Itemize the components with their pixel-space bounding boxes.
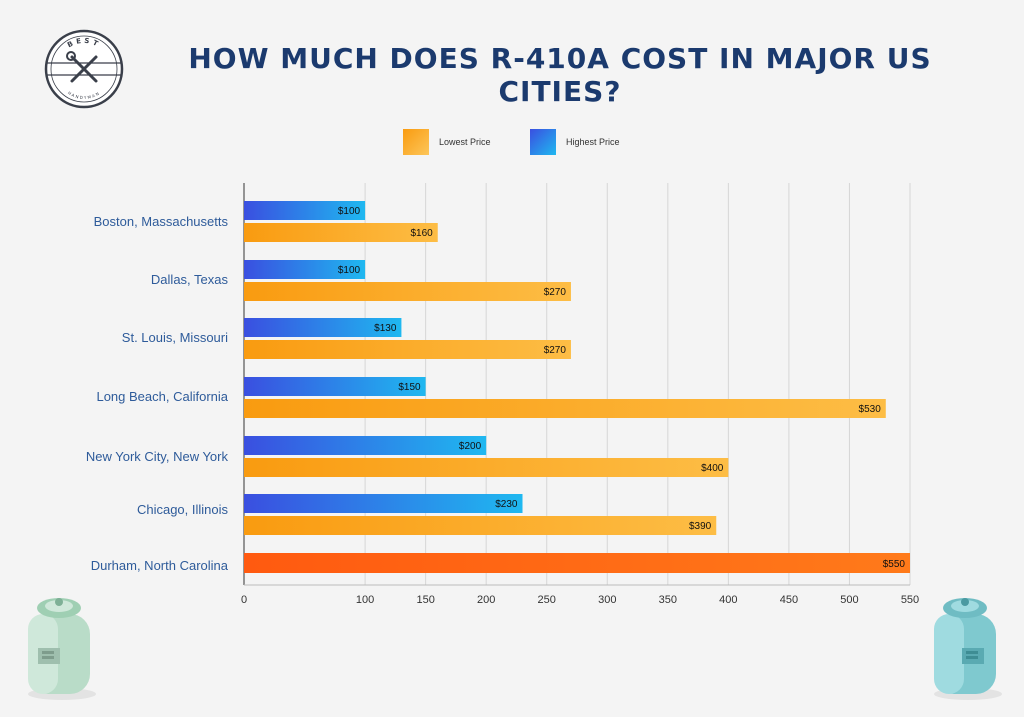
bar-highest [244,436,487,455]
x-tick-label: 150 [416,594,434,606]
data-label-lowest: $400 [701,463,724,474]
x-tick-label: 500 [840,594,858,606]
legend-item-highest: Highest Price [530,128,620,156]
refrigerant-tank-icon [934,598,1002,700]
page-title: HOW MUCH DOES R-410A COST IN MAJOR US CI… [188,42,932,108]
svg-text:HANDYMAN: HANDYMAN [67,90,101,100]
bar-highest [244,260,366,279]
bar-lowest [244,340,571,359]
bar-lowest [244,399,886,418]
bar-highest [244,318,402,337]
bar-lowest [244,282,571,301]
bar-highest [244,494,523,513]
legend-label-highest: Highest Price [566,137,620,147]
legend-item-lowest: Lowest Price [403,128,491,156]
legend-label-lowest: Lowest Price [439,137,491,147]
bar-lowest [244,516,717,535]
data-label-lowest: $270 [544,345,567,356]
bar-lowest [244,223,438,242]
data-label-highest: $230 [495,499,518,510]
x-tick-label: 350 [659,594,677,606]
x-tick-label: 450 [780,594,798,606]
data-label-highest: $200 [459,441,482,452]
data-label-lowest: $550 [883,559,906,570]
category-label: Boston, Massachusetts [94,214,229,229]
logo-bottom-text: HANDYMAN [67,90,100,100]
data-label-highest: $100 [338,206,361,217]
category-label: Chicago, Illinois [137,502,229,517]
bar-lowest [244,553,910,573]
bar-highest [244,201,366,220]
legend-swatch-highest [530,129,556,155]
category-label: St. Louis, Missouri [122,330,228,345]
category-label: New York City, New York [86,449,229,464]
refrigerant-tank-icon [28,598,96,700]
data-label-highest: $130 [374,323,397,334]
data-label-highest: $100 [338,265,361,276]
category-label: Dallas, Texas [151,272,229,287]
x-tick-label: 550 [901,594,919,606]
x-tick-label: 250 [538,594,556,606]
data-label-highest: $150 [398,382,421,393]
x-tick-label: 400 [719,594,737,606]
bar-lowest [244,458,729,477]
data-label-lowest: $390 [689,521,712,532]
legend-swatch-lowest [403,129,429,155]
x-tick-label: 100 [356,594,374,606]
data-label-lowest: $160 [410,228,433,239]
data-label-lowest: $530 [859,404,882,415]
bar-highest [244,377,426,396]
brand-logo: BEST HANDYMAN [44,29,124,109]
data-label-lowest: $270 [544,287,567,298]
wrench-screwdriver-icon [66,51,98,83]
x-tick-label: 0 [241,594,247,606]
category-label: Long Beach, California [96,389,228,404]
category-label: Durham, North Carolina [91,558,229,573]
x-tick-label: 200 [477,594,495,606]
x-tick-label: 300 [598,594,616,606]
